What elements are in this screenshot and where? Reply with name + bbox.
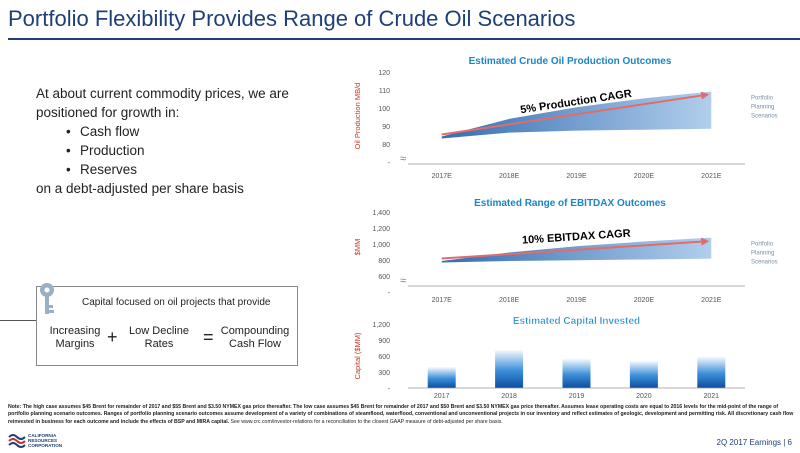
y-tick-label: 1,400 — [372, 210, 390, 217]
y-tick-label: - — [388, 160, 391, 167]
intro-text: At about current commodity prices, we ar… — [36, 84, 336, 198]
capital-chart-title: Estimated Capital Invested — [513, 316, 640, 327]
band-label: Scenarios — [751, 114, 778, 120]
logo-mark-icon — [8, 434, 26, 448]
y-tick-label: 90 — [382, 124, 390, 131]
x-tick-label: 2020 — [636, 393, 652, 400]
axis-break-mark: ≈ — [400, 275, 406, 287]
equation-compounding-cash-flow: Compounding Cash Flow — [220, 325, 290, 350]
y-tick-label: 900 — [378, 338, 390, 345]
bullet-production: Production — [66, 141, 336, 160]
capital-bar — [697, 356, 726, 388]
x-tick-label: 2019E — [566, 173, 587, 180]
y-tick-label: 600 — [378, 274, 390, 281]
band-label: Scenarios — [751, 260, 778, 266]
footnote-body: The high case assumes $45 Brent for rema… — [8, 404, 794, 425]
ebitdax-chart-title: Estimated Range of EBITDAX Outcomes — [474, 198, 666, 209]
x-tick-label: 2021 — [704, 393, 720, 400]
x-tick-label: 2019E — [566, 297, 587, 304]
y-tick-label: 120 — [378, 70, 390, 77]
capital-bar — [427, 366, 456, 388]
footer-page-label: 2Q 2017 Earnings | 6 — [716, 438, 792, 447]
x-tick-label: 2017E — [432, 173, 453, 180]
y-tick-label: - — [388, 290, 391, 297]
y-tick-label: 800 — [378, 258, 390, 265]
y-tick-label: 300 — [378, 370, 390, 377]
y-tick-label: 600 — [378, 354, 390, 361]
x-tick-label: 2018E — [499, 173, 520, 180]
equation-low-decline-rates: Low Decline Rates — [129, 325, 189, 350]
capital-bar — [495, 349, 524, 388]
ebitdax-chart: $MM 1,400 1,200 1,000 800 600 - ≈2017E 2018E 2019… — [353, 210, 778, 304]
cagr-arrow-head — [701, 237, 710, 246]
cagr-arrow — [441, 240, 702, 260]
key-caption: Capital focused on oil projects that pro… — [82, 297, 271, 308]
y-axis-label: $MM — [353, 239, 362, 256]
capital-bar — [562, 358, 591, 388]
cagr-arrow — [441, 94, 702, 136]
connector-line — [0, 320, 36, 321]
bullet-cash-flow: Cash flow — [66, 122, 336, 141]
y-tick-label: 80 — [382, 142, 390, 149]
bullet-list: Cash flow Production Reserves — [36, 122, 336, 179]
x-tick-label: 2017 — [434, 393, 450, 400]
company-logo: CALIFORNIA RESOURCES CORPORATION — [8, 432, 68, 448]
logo-text: CALIFORNIA RESOURCES CORPORATION — [28, 433, 63, 448]
x-tick-label: 2021E — [701, 297, 722, 304]
closing-line: on a debt-adjusted per share basis — [36, 181, 244, 196]
capital-bar — [629, 360, 658, 388]
y-tick-label: 1,200 — [372, 226, 390, 233]
y-tick-label: - — [388, 386, 391, 393]
y-axis-label: Oil Production MB/d — [353, 83, 362, 150]
equation-equals: = — [203, 327, 214, 347]
bullet-reserves: Reserves — [66, 160, 336, 179]
key-icon — [40, 283, 54, 314]
y-tick-label: 100 — [378, 106, 390, 113]
equation-plus: + — [107, 327, 118, 347]
band-label: Planning — [751, 105, 774, 111]
production-chart: Oil Production MB/d 120 110 100 90 80 - ≈2017E 2… — [353, 70, 778, 180]
band-label: Portfolio — [751, 242, 774, 248]
equation-increasing-margins: Increasing Margins — [49, 325, 101, 350]
y-tick-label: 1,200 — [372, 322, 390, 329]
y-tick-label: 1,000 — [372, 242, 390, 249]
footnote-link-text: See www.crc.com/investor-relations for a… — [230, 418, 503, 425]
x-tick-label: 2020E — [634, 297, 655, 304]
capital-chart: Capital ($MM) 1,200 900 600 300 - 2017 2018 2019… — [353, 316, 745, 400]
axis-break-mark: ≈ — [400, 153, 406, 165]
band-label: Portfolio — [751, 96, 774, 102]
cagr-arrow-head — [700, 91, 710, 100]
footnote: Note: The high case assumes $45 Brent fo… — [8, 404, 794, 426]
x-tick-label: 2017E — [432, 297, 453, 304]
production-chart-title: Estimated Crude Oil Production Outcomes — [468, 56, 672, 67]
y-tick-label: 110 — [379, 88, 390, 95]
y-axis-label: Capital ($MM) — [353, 332, 362, 380]
title-divider — [8, 38, 800, 40]
footnote-label: Note: — [8, 404, 22, 410]
x-tick-label: 2021E — [701, 173, 722, 180]
x-tick-label: 2018 — [501, 393, 517, 400]
intro-line: At about current commodity prices, we ar… — [36, 86, 289, 120]
band-label: Planning — [751, 251, 774, 257]
x-tick-label: 2020E — [634, 173, 655, 180]
key-callout-box: Capital focused on oil projects that pro… — [36, 283, 298, 366]
x-tick-label: 2018E — [499, 297, 520, 304]
page-title: Portfolio Flexibility Provides Range of … — [8, 6, 576, 31]
x-tick-label: 2019 — [569, 393, 585, 400]
